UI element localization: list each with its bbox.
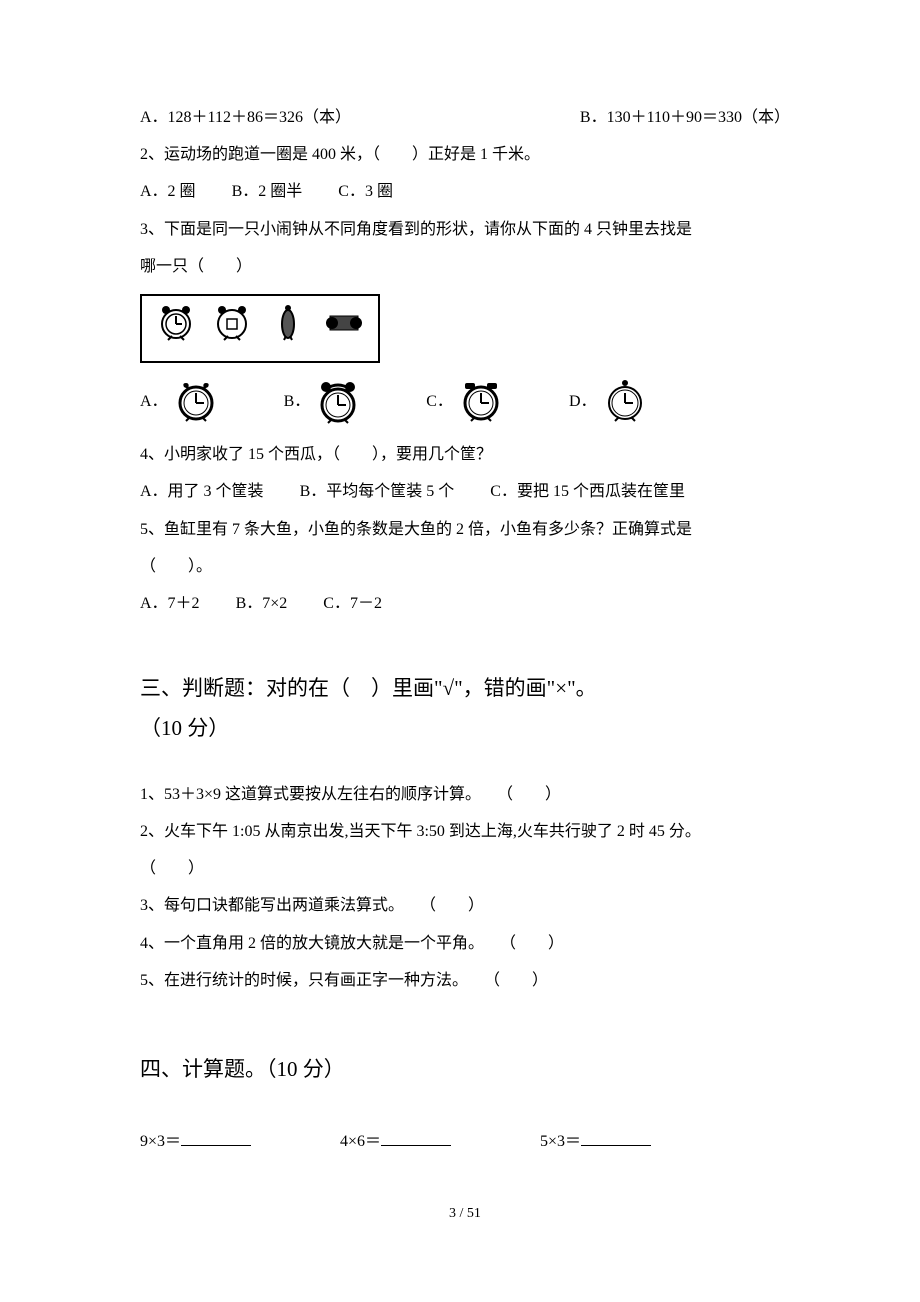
- q2-option-b: B．2 圈半: [232, 183, 303, 200]
- clock-view-top-icon: [322, 300, 366, 344]
- q3-label-b: B．: [284, 384, 311, 419]
- section3-title-line2: （10 分）: [140, 709, 790, 749]
- clock-option-c-icon: [457, 377, 505, 425]
- q4-options: A．用了 3 个筐装 B．平均每个筐装 5 个 C．要把 15 个西瓜装在筐里: [140, 474, 790, 509]
- page-number: 3 / 51: [140, 1199, 790, 1230]
- q1-options: A．128＋112＋86＝326（本） B．130＋110＋90＝330（本）: [140, 100, 790, 135]
- section3-title: 三、判断题：对的在（ ）里画"√"，错的画"×"。 （10 分）: [140, 669, 790, 749]
- judge-5: 5、在进行统计的时候，只有画正字一种方法。 （ ）: [140, 963, 790, 998]
- q2-option-a: A．2 圈: [140, 183, 196, 200]
- q5-option-a: A．7＋2: [140, 595, 200, 612]
- clock-option-a-icon: [172, 377, 220, 425]
- q4-text: 4、小明家收了 15 个西瓜，（ ），要用几个筐？: [140, 437, 790, 472]
- q3-option-c: C．: [426, 377, 509, 425]
- section4-title: 四、计算题。（10 分）: [140, 1046, 790, 1092]
- calc-row: 9×3＝ 4×6＝ 5×3＝: [140, 1124, 790, 1159]
- q2-options: A．2 圈 B．2 圈半 C．3 圈: [140, 174, 790, 209]
- q3-text-line1: 3、下面是同一只小闹钟从不同角度看到的形状，请你从下面的 4 只钟里去找是: [140, 212, 790, 247]
- judge-4: 4、一个直角用 2 倍的放大镜放大就是一个平角。 （ ）: [140, 926, 790, 961]
- q1-option-a: A．128＋112＋86＝326（本）: [140, 100, 351, 135]
- judge-2-line1: 2、火车下午 1:05 从南京出发,当天下午 3:50 到达上海,火车共行驶了 …: [140, 814, 790, 849]
- clock-view-back-icon: [210, 300, 254, 344]
- q5-options: A．7＋2 B．7×2 C．7－2: [140, 586, 790, 621]
- clock-views-box: [140, 294, 380, 363]
- q4-option-b: B．平均每个筐装 5 个: [300, 483, 455, 500]
- q3-options: A． B． C． D．: [140, 377, 790, 425]
- clock-option-d-icon: [601, 377, 649, 425]
- q3-label-a: A．: [140, 384, 168, 419]
- q2-option-c: C．3 圈: [338, 183, 393, 200]
- q4-option-a: A．用了 3 个筐装: [140, 483, 264, 500]
- judge-1: 1、53＋3×9 这道算式要按从左往右的顺序计算。 （ ）: [140, 777, 790, 812]
- section3-title-line1: 三、判断题：对的在（ ）里画"√"，错的画"×"。: [140, 669, 790, 709]
- judge-3: 3、每句口诀都能写出两道乘法算式。 （ ）: [140, 888, 790, 923]
- q5-text-line2: （ ）。: [140, 549, 790, 584]
- q3-option-a: A．: [140, 377, 224, 425]
- q3-label-d: D．: [569, 384, 597, 419]
- q4-option-c: C．要把 15 个西瓜装在筐里: [490, 483, 685, 500]
- q3-option-b: B．: [284, 377, 367, 425]
- q5-option-b: B．7×2: [236, 595, 288, 612]
- q1-option-b: B．130＋110＋90＝330（本）: [580, 100, 790, 135]
- calc-2-blank: [381, 1128, 451, 1146]
- clock-view-front-icon: [154, 300, 198, 344]
- clock-option-b-icon: [314, 377, 362, 425]
- calc-item-2: 4×6＝: [340, 1124, 540, 1159]
- q3-label-c: C．: [426, 384, 453, 419]
- q3-text-line2: 哪一只（ ）: [140, 249, 790, 284]
- calc-3-blank: [581, 1128, 651, 1146]
- q3-option-d: D．: [569, 377, 653, 425]
- calc-1-expr: 9×3＝: [140, 1133, 181, 1150]
- calc-2-expr: 4×6＝: [340, 1133, 381, 1150]
- q5-option-c: C．7－2: [323, 595, 382, 612]
- calc-3-expr: 5×3＝: [540, 1133, 581, 1150]
- calc-item-3: 5×3＝: [540, 1124, 740, 1159]
- calc-1-blank: [181, 1128, 251, 1146]
- q2-text: 2、运动场的跑道一圈是 400 米，（ ）正好是 1 千米。: [140, 137, 790, 172]
- judge-2-line2: （ ）: [140, 851, 790, 886]
- clock-view-side-icon: [266, 300, 310, 344]
- calc-item-1: 9×3＝: [140, 1124, 340, 1159]
- q5-text-line1: 5、鱼缸里有 7 条大鱼，小鱼的条数是大鱼的 2 倍，小鱼有多少条？正确算式是: [140, 512, 790, 547]
